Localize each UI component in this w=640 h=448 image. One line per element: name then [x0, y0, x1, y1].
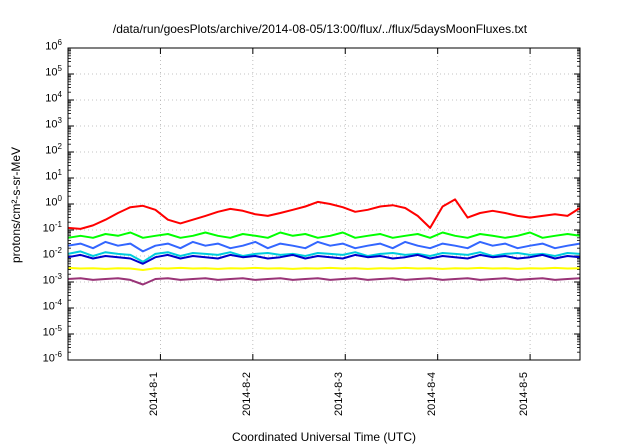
y-tick-label: 101 [22, 168, 62, 183]
y-tick-base: 10 [42, 222, 55, 235]
series-line-1 [67, 198, 581, 230]
y-tick-exponent: 6 [57, 38, 62, 47]
series-line-2 [67, 231, 581, 239]
x-tick-label: 2014-8-2 [240, 372, 253, 417]
y-tick-exponent: -3 [54, 272, 62, 281]
y-tick-exponent: -2 [54, 246, 62, 255]
y-tick-label: 10-3 [22, 272, 62, 287]
y-tick-exponent: 4 [57, 90, 62, 99]
y-tick-base: 10 [42, 352, 55, 365]
plot-frame [67, 47, 581, 361]
y-tick-base: 10 [45, 66, 58, 79]
y-tick-label: 10-1 [22, 220, 62, 235]
y-tick-base: 10 [45, 118, 58, 131]
y-tick-exponent: -4 [54, 298, 62, 307]
y-tick-label: 105 [22, 64, 62, 79]
x-tick-label: 2014-8-4 [425, 372, 438, 417]
y-tick-label: 10-4 [22, 298, 62, 313]
y-tick-exponent: -5 [54, 324, 62, 333]
y-tick-base: 10 [45, 196, 58, 209]
y-tick-base: 10 [42, 326, 55, 339]
y-axis-label: protons/cm²-s-sr-MeV [9, 146, 23, 264]
x-tick-label: 2014-8-1 [148, 372, 161, 417]
x-axis-label: Coordinated Universal Time (UTC) [231, 430, 417, 444]
y-tick-label: 100 [22, 194, 62, 209]
y-tick-exponent: -6 [54, 350, 62, 359]
y-tick-label: 106 [22, 38, 62, 53]
y-tick-base: 10 [45, 92, 58, 105]
y-tick-label: 104 [22, 90, 62, 105]
series-line-4 [67, 250, 581, 263]
series-line-5 [67, 253, 581, 265]
x-tick-label: 2014-8-3 [333, 372, 346, 417]
y-tick-label: 10-6 [22, 350, 62, 365]
y-tick-base: 10 [45, 144, 58, 157]
series-line-7 [67, 277, 581, 286]
y-tick-exponent: 1 [57, 168, 62, 177]
y-tick-exponent: -1 [54, 220, 62, 229]
y-tick-label: 103 [22, 116, 62, 131]
y-tick-base: 10 [42, 248, 55, 261]
series-line-3 [67, 240, 581, 253]
y-tick-label: 10-2 [22, 246, 62, 261]
y-tick-exponent: 2 [57, 142, 62, 151]
y-tick-exponent: 3 [57, 116, 62, 125]
y-tick-label: 102 [22, 142, 62, 157]
x-tick-label: 2014-8-5 [518, 372, 531, 417]
y-tick-base: 10 [42, 300, 55, 313]
y-tick-base: 10 [45, 40, 58, 53]
y-tick-base: 10 [42, 274, 55, 287]
series-line-6 [67, 266, 581, 271]
y-tick-label: 10-5 [22, 324, 62, 339]
chart-title: /data/run/goesPlots/archive/2014-08-05/1… [112, 22, 528, 36]
y-tick-exponent: 5 [57, 64, 62, 73]
y-tick-exponent: 0 [57, 194, 62, 203]
y-tick-base: 10 [45, 170, 58, 183]
